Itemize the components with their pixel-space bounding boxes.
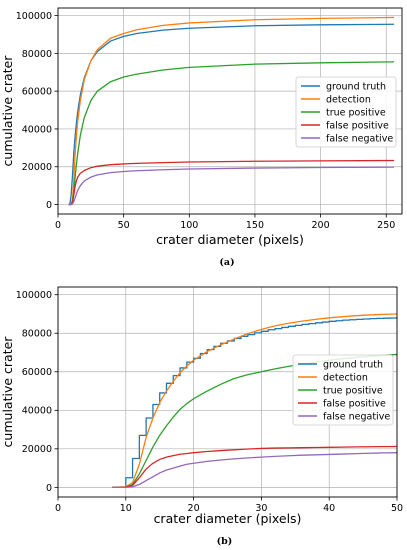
legend-entry: false positive <box>323 398 386 409</box>
y-tick-label: 0 <box>46 483 52 494</box>
y-tick-label: 80000 <box>22 329 52 340</box>
chart-panel-a: 0 50 100 150 200 250 0 20000 40000 60000 80000 1000… <box>0 7 403 268</box>
panel-caption: (a) <box>219 257 234 268</box>
x-tick-label: 0 <box>55 220 61 231</box>
series-line-detection <box>112 313 398 489</box>
legend-box <box>292 354 394 426</box>
x-tick-label: 150 <box>246 220 264 231</box>
x-tick-label: 100 <box>180 220 198 231</box>
y-tick-label: 40000 <box>22 124 52 135</box>
series-line-false-negative <box>68 166 395 206</box>
y-tick-label: 60000 <box>22 367 52 378</box>
legend-entry: false positive <box>326 120 389 131</box>
x-axis-label: crater diameter (pixels) <box>154 511 302 526</box>
y-tick-label: 80000 <box>22 49 52 60</box>
x-tick-label: 250 <box>377 220 395 231</box>
series-line-false-negative <box>112 452 398 489</box>
y-tick-label: 20000 <box>22 162 52 173</box>
y-tick-label: 100000 <box>16 290 52 301</box>
legend-entry: detection <box>326 94 371 105</box>
x-tick-label: 200 <box>312 220 330 231</box>
y-axis-label: cumulative crater <box>0 55 15 167</box>
y-axis-label: cumulative crater <box>0 336 15 448</box>
x-tick-label: 10 <box>120 503 132 514</box>
x-tick-label: 0 <box>55 503 61 514</box>
x-tick-label: 20 <box>188 503 200 514</box>
panel-caption: (b) <box>217 536 233 547</box>
legend: ground truth detection true positive false … <box>295 76 397 148</box>
legend: ground truth detection true positive false … <box>292 354 394 426</box>
y-tick-label: 40000 <box>22 406 52 417</box>
legend-box <box>295 76 397 148</box>
x-tick-label: 50 <box>391 503 403 514</box>
series-line-false-positive <box>112 445 398 489</box>
legend-entry: false negative <box>326 133 393 144</box>
series-line-ground-truth <box>112 317 398 489</box>
y-tick-label: 100000 <box>16 11 52 22</box>
y-tick-label: 60000 <box>22 87 52 98</box>
legend-entry: ground truth <box>323 359 383 370</box>
x-tick-label: 40 <box>323 503 335 514</box>
plot-frame <box>57 286 398 498</box>
legend-entry: true positive <box>323 385 383 396</box>
plot-frame <box>57 7 403 215</box>
legend-entry: false negative <box>323 411 390 422</box>
series-line-false-positive <box>68 159 395 206</box>
x-axis-label: crater diameter (pixels) <box>156 232 304 247</box>
legend-entry: true positive <box>326 107 386 118</box>
chart-panel-b: 0 10 20 30 40 50 0 20000 40000 60000 80000 100000 cr… <box>0 286 403 547</box>
legend-entry: detection <box>323 372 368 383</box>
y-tick-label: 0 <box>46 200 52 211</box>
legend-entry: ground truth <box>326 81 386 92</box>
x-tick-label: 50 <box>118 220 130 231</box>
y-tick-label: 20000 <box>22 444 52 455</box>
x-tick-label: 30 <box>255 503 267 514</box>
